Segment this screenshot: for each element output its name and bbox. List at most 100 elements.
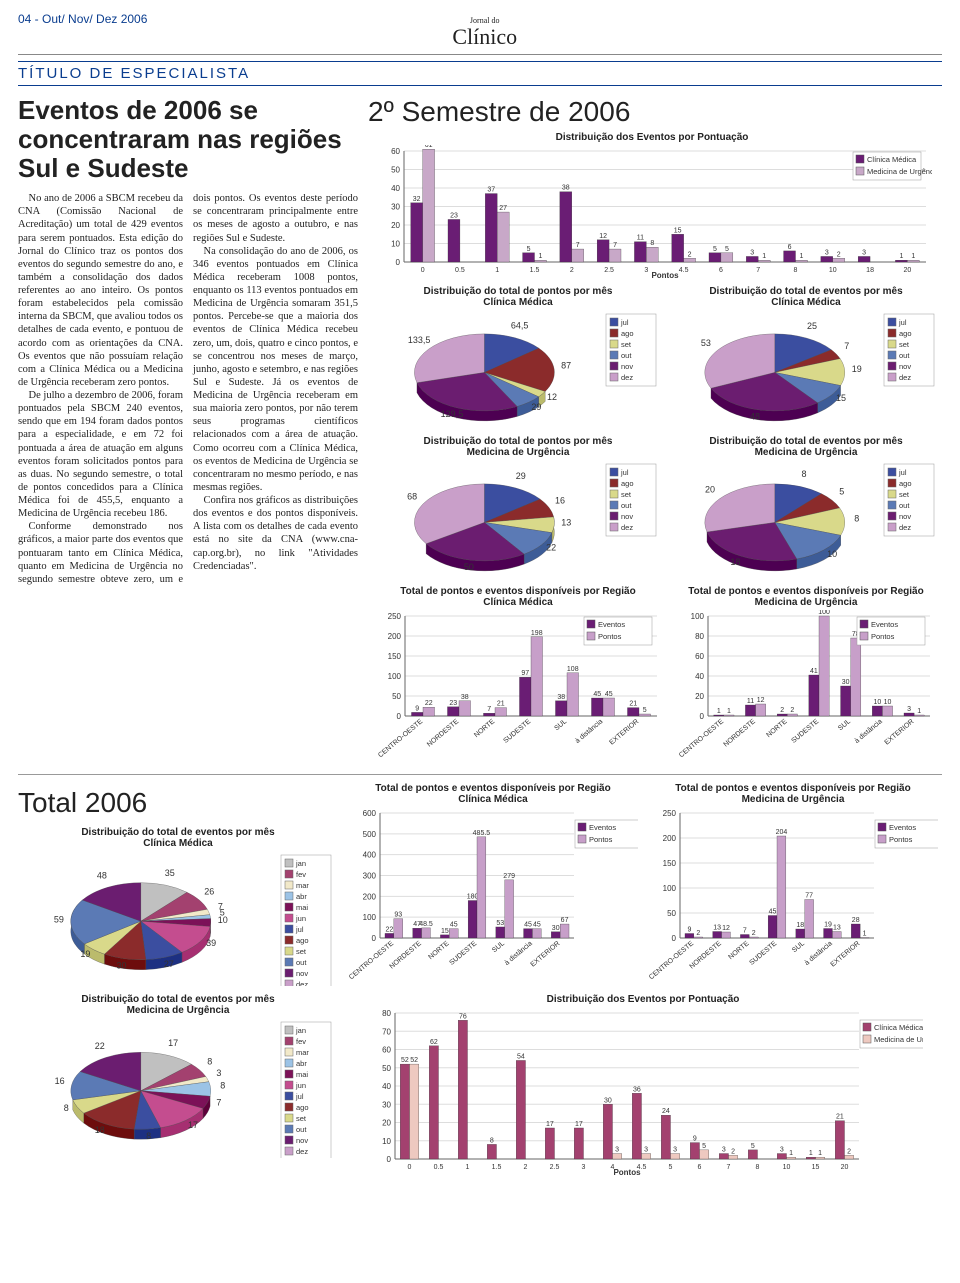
svg-text:7: 7 <box>216 1098 221 1108</box>
svg-text:NORTE: NORTE <box>727 940 750 961</box>
page: 04 - Out/ Nov/ Dez 2006 Jornal do Clínic… <box>0 0 960 1201</box>
sem2-bars-cm-region: Total de pontos e eventos disponíveis po… <box>368 586 668 760</box>
svg-text:1: 1 <box>789 1151 793 1158</box>
svg-text:10: 10 <box>391 240 400 249</box>
svg-text:21: 21 <box>629 701 637 708</box>
svg-text:nov: nov <box>296 969 308 978</box>
svg-text:60: 60 <box>391 147 400 156</box>
svg-text:set: set <box>899 490 910 499</box>
svg-text:1: 1 <box>899 254 903 261</box>
svg-text:2: 2 <box>780 707 784 714</box>
svg-text:29: 29 <box>531 402 541 412</box>
svg-text:3: 3 <box>615 1147 619 1154</box>
chart-title: Total de pontos e eventos disponíveis po… <box>400 586 635 608</box>
svg-text:0.5: 0.5 <box>434 1164 444 1171</box>
svg-text:EXTERIOR: EXTERIOR <box>530 941 562 969</box>
svg-text:200: 200 <box>663 834 677 843</box>
svg-text:13: 13 <box>561 518 571 528</box>
sem2-pie-ev-mu: Distribuição do total de eventos por mês… <box>676 436 936 580</box>
svg-text:nov: nov <box>899 362 911 371</box>
svg-text:set: set <box>621 490 632 499</box>
svg-text:3: 3 <box>216 1068 221 1078</box>
svg-text:jul: jul <box>295 1092 304 1101</box>
svg-text:10: 10 <box>829 267 837 274</box>
total-pie-ev-cm: Distribuição do total de eventos por mês… <box>18 827 338 986</box>
masthead: Jornal do Clínico <box>452 18 517 50</box>
svg-text:204: 204 <box>776 829 788 836</box>
svg-text:7: 7 <box>487 707 491 714</box>
svg-text:50: 50 <box>464 562 474 572</box>
svg-text:108: 108 <box>567 666 579 673</box>
svg-text:5: 5 <box>643 707 647 714</box>
svg-text:2.5: 2.5 <box>550 1164 560 1171</box>
sem2-chart-grid: Distribuição dos Eventos por Pontuação 0… <box>368 132 942 760</box>
svg-text:3: 3 <box>582 1164 586 1171</box>
svg-text:fev: fev <box>296 870 306 879</box>
svg-text:20: 20 <box>391 221 400 230</box>
total-bars-mu-region: Total de pontos e eventos disponíveis po… <box>648 783 938 982</box>
svg-text:Pontos: Pontos <box>889 835 913 844</box>
svg-text:6: 6 <box>719 267 723 274</box>
svg-text:Pontos: Pontos <box>598 632 622 641</box>
svg-text:62: 62 <box>430 1039 438 1046</box>
svg-text:nov: nov <box>621 512 633 521</box>
svg-text:48: 48 <box>97 871 107 881</box>
svg-text:10: 10 <box>218 915 228 925</box>
svg-text:2: 2 <box>731 1149 735 1156</box>
svg-text:60: 60 <box>382 1046 391 1055</box>
svg-text:ago: ago <box>621 329 634 338</box>
svg-text:250: 250 <box>388 612 402 621</box>
svg-text:80: 80 <box>695 632 704 641</box>
svg-text:2: 2 <box>696 930 700 937</box>
svg-text:0: 0 <box>421 267 425 274</box>
svg-text:45: 45 <box>769 909 777 916</box>
svg-text:set: set <box>621 340 632 349</box>
svg-text:2: 2 <box>752 930 756 937</box>
svg-text:36: 36 <box>633 1087 641 1094</box>
svg-text:45: 45 <box>524 922 532 929</box>
svg-text:30: 30 <box>604 1098 612 1105</box>
svg-text:15: 15 <box>812 1164 820 1171</box>
svg-text:15: 15 <box>674 228 682 235</box>
svg-text:0: 0 <box>700 712 705 721</box>
svg-text:Clínica Médica: Clínica Médica <box>874 1023 923 1032</box>
svg-text:10: 10 <box>827 549 837 559</box>
svg-text:jul: jul <box>898 318 907 327</box>
svg-text:1.5: 1.5 <box>492 1164 502 1171</box>
svg-text:jul: jul <box>620 318 629 327</box>
svg-text:40: 40 <box>695 672 704 681</box>
total-bars-cm-region: Total de pontos e eventos disponíveis po… <box>348 783 638 982</box>
svg-text:8: 8 <box>854 514 859 524</box>
svg-text:à distância: à distância <box>574 718 604 745</box>
svg-text:NORDESTE: NORDESTE <box>426 718 461 749</box>
svg-text:Medicina de Urgência: Medicina de Urgência <box>867 167 932 176</box>
svg-text:68: 68 <box>407 492 417 502</box>
svg-text:Eventos: Eventos <box>871 620 898 629</box>
svg-text:nov: nov <box>296 1136 308 1145</box>
svg-text:93: 93 <box>394 912 402 919</box>
svg-text:11: 11 <box>747 698 754 705</box>
sem2-pie-pts-cm: Distribuição do total de pontos por mêsC… <box>368 286 668 430</box>
svg-text:45: 45 <box>593 691 601 698</box>
svg-text:45: 45 <box>605 691 613 698</box>
svg-text:EXTERIOR: EXTERIOR <box>830 941 862 969</box>
svg-text:21: 21 <box>497 701 505 708</box>
svg-text:Eventos: Eventos <box>889 823 916 832</box>
svg-text:500: 500 <box>363 830 377 839</box>
svg-text:15: 15 <box>836 393 846 403</box>
svg-text:40: 40 <box>391 184 400 193</box>
chart-title: Distribuição do total de eventos por mês… <box>81 827 274 849</box>
svg-text:45: 45 <box>533 922 541 929</box>
svg-text:11: 11 <box>637 235 644 242</box>
svg-text:150: 150 <box>663 859 677 868</box>
svg-text:25: 25 <box>807 322 817 332</box>
svg-text:12: 12 <box>599 233 607 240</box>
svg-text:nov: nov <box>621 362 633 371</box>
svg-text:38: 38 <box>461 694 469 701</box>
svg-text:400: 400 <box>363 851 377 860</box>
svg-text:48.5: 48.5 <box>419 921 433 928</box>
svg-text:30: 30 <box>842 679 850 686</box>
body-p5: Confira nos gráficos as distribuições do… <box>193 494 358 573</box>
svg-text:7: 7 <box>743 928 747 935</box>
svg-text:52: 52 <box>410 1057 418 1064</box>
